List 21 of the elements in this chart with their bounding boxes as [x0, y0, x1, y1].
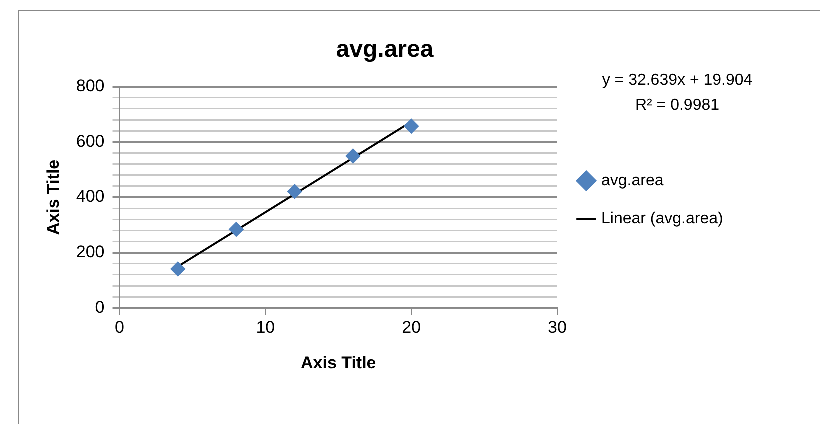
x-axis-title: Axis Title: [300, 353, 376, 372]
point: [228, 222, 244, 238]
y-tick-label: 600: [76, 132, 105, 151]
y-axis-title: Axis Title: [44, 160, 63, 236]
text: R² = 0.9981: [635, 97, 720, 114]
point: [170, 262, 186, 277]
y-tick-label: 200: [76, 242, 105, 262]
x-tick-label: 30: [548, 318, 567, 338]
point: [346, 148, 361, 164]
point: [404, 118, 420, 134]
point: [287, 184, 302, 200]
y-tick-label: 400: [76, 187, 105, 206]
y-tick-label: 0: [95, 298, 105, 317]
text: y = 32.639x + 19.904: [602, 72, 753, 90]
y-tick-label: 800: [76, 76, 105, 96]
legend-label: Linear (avg.area): [602, 210, 724, 228]
legend-label: avg.area: [602, 172, 664, 190]
x-tick-label: 0: [115, 318, 124, 338]
chart-title: avg.area: [336, 36, 434, 64]
x-tick-label: 20: [402, 318, 422, 338]
x-tick-label: 10: [256, 318, 276, 338]
